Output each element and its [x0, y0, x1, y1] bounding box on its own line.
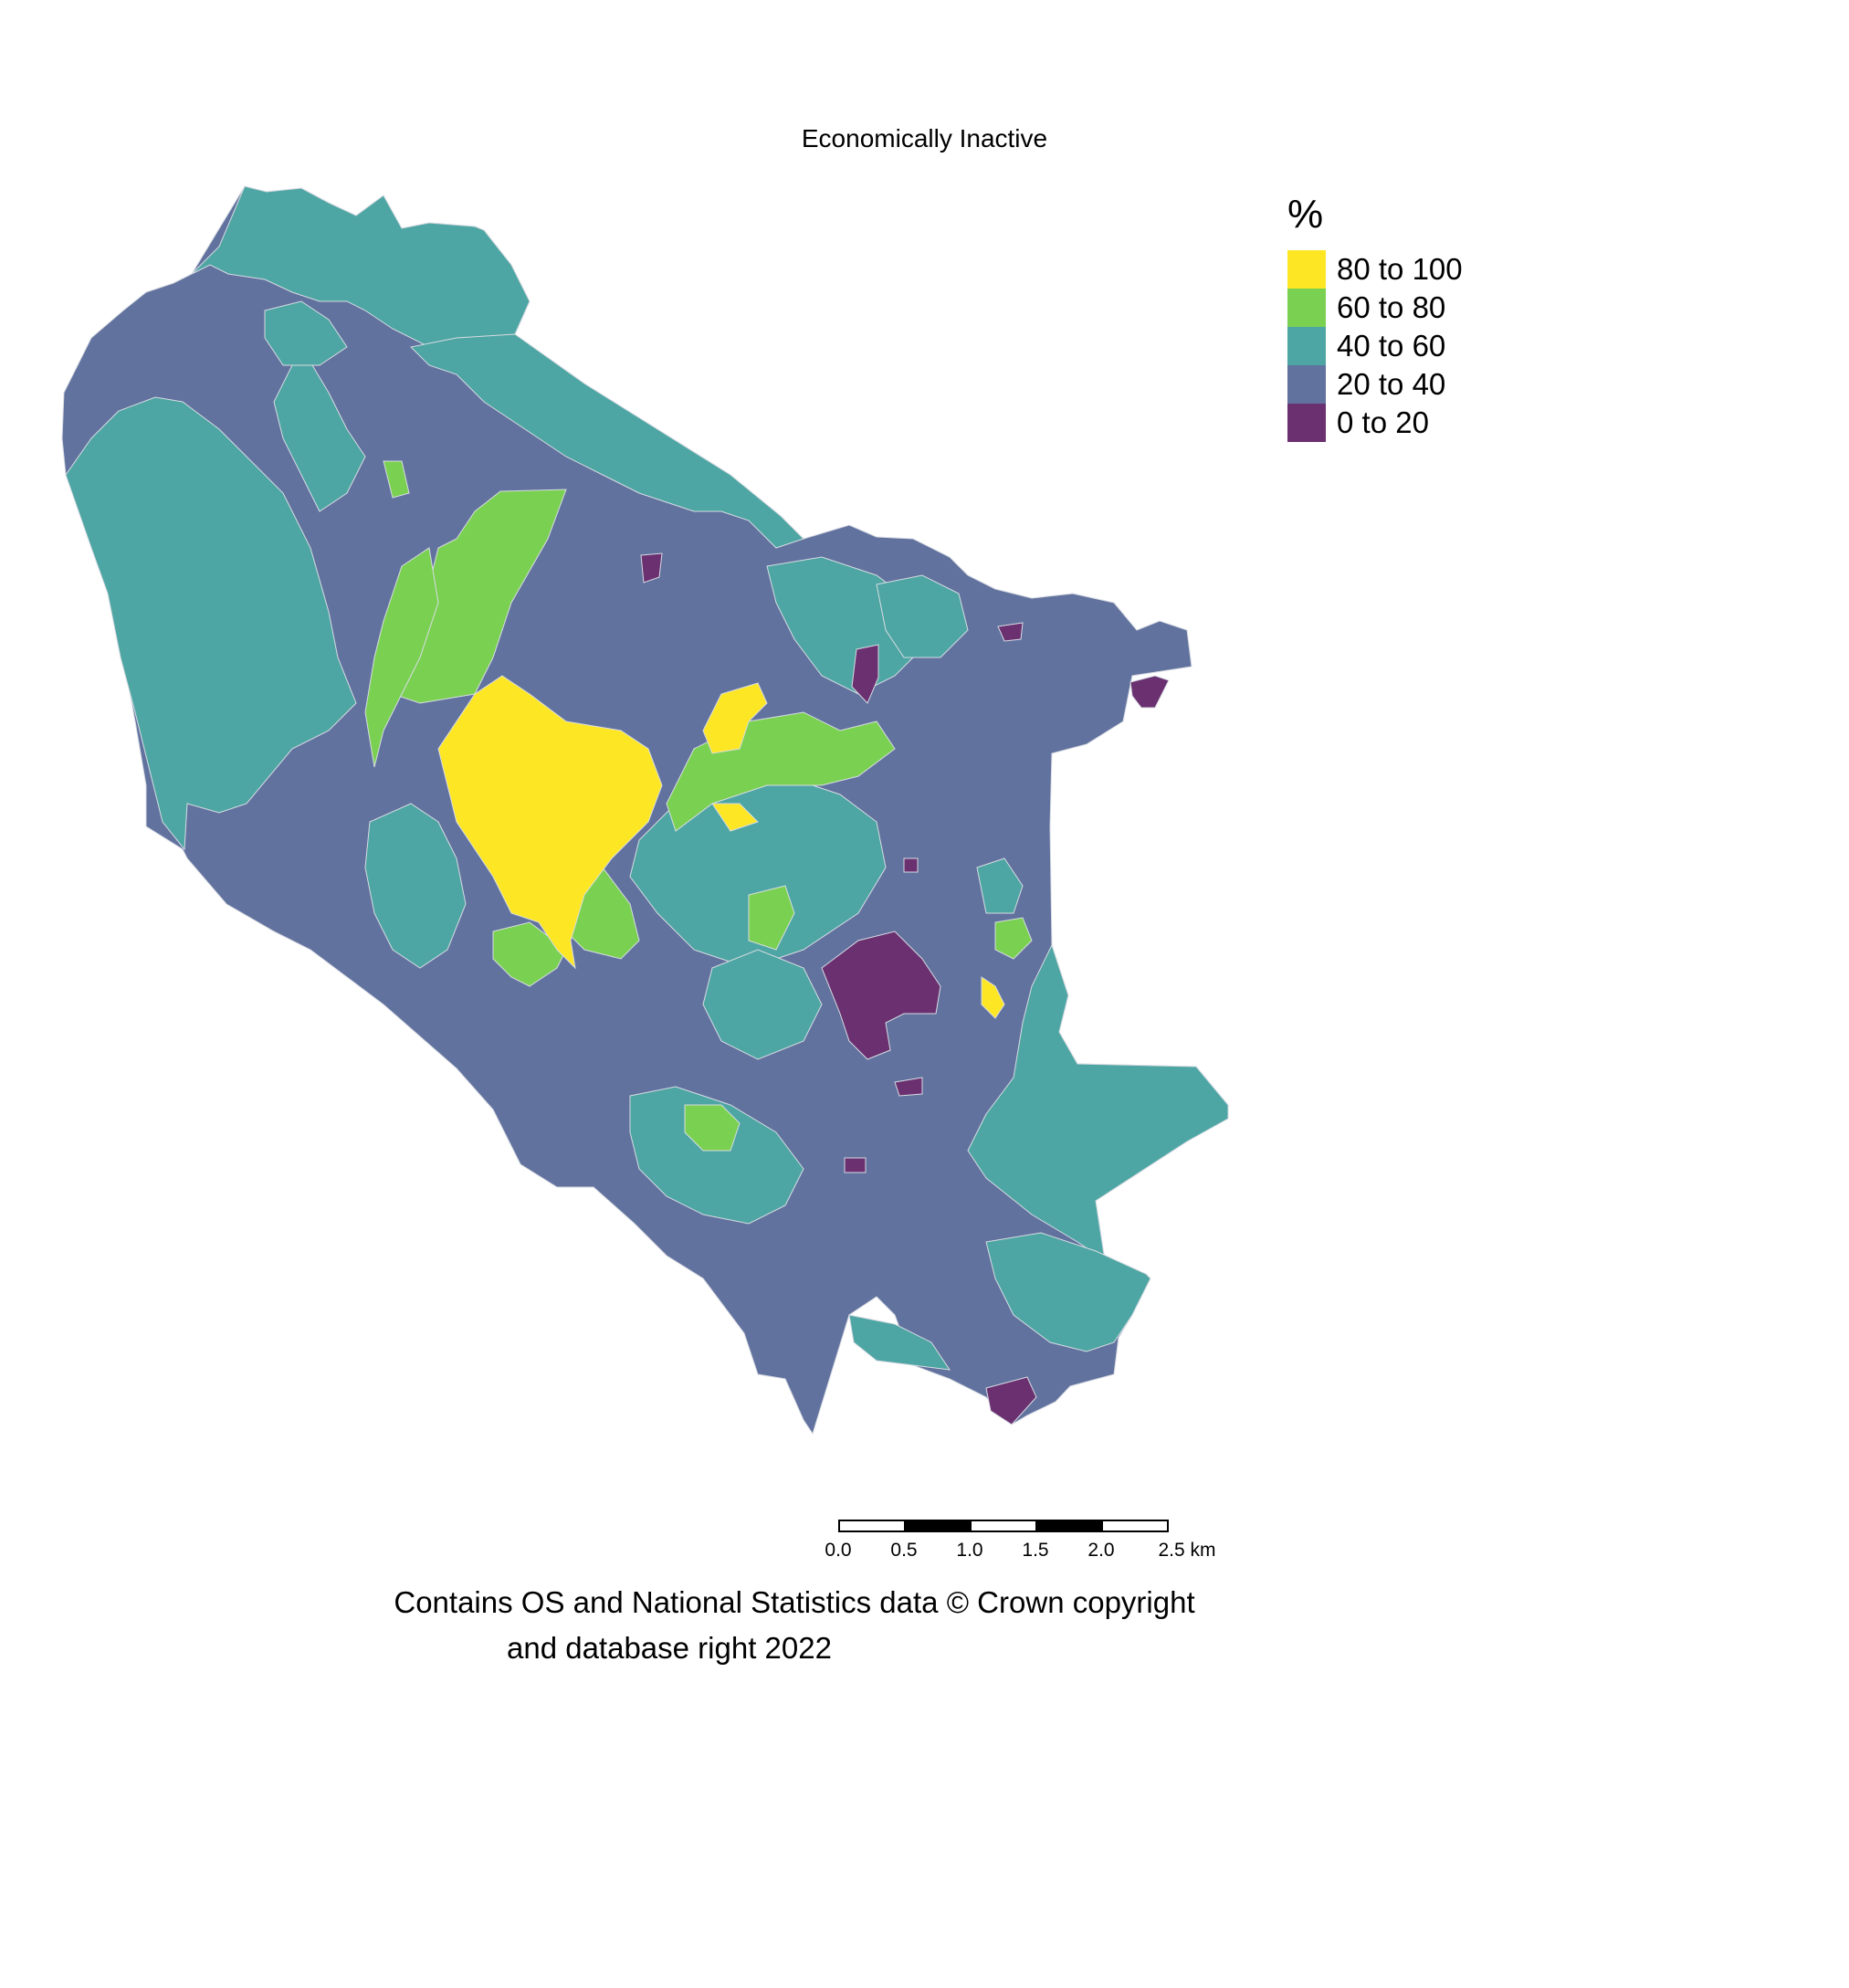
scale-segment — [1101, 1520, 1169, 1532]
area-east-mid — [876, 574, 969, 658]
scale-label: 2.0 — [1087, 1540, 1115, 1561]
area-dark-small-4 — [997, 622, 1024, 642]
legend-item: 80 to 100 — [1287, 250, 1463, 289]
scale-label: 0.5 — [890, 1540, 918, 1561]
legend-label: 80 to 100 — [1337, 252, 1463, 286]
legend-items: 80 to 100 60 to 80 40 to 60 20 to 40 0 to 20 — [1287, 250, 1463, 442]
map-legend: % 80 to 100 60 to 80 40 to 60 20 to 40 0 to … — [1287, 192, 1463, 442]
area-west-rural — [65, 396, 357, 851]
scale-label: 0.0 — [825, 1540, 852, 1561]
area-mid-green — [748, 885, 795, 951]
area-southeast-strip — [848, 1314, 951, 1371]
credit-text: Contains OS and National Statistics data… — [365, 1580, 1224, 1671]
legend-swatch — [1287, 250, 1326, 289]
legend-swatch — [1287, 327, 1326, 365]
area-east-yellow — [981, 976, 1005, 1019]
area-east-small — [976, 857, 1024, 914]
scale-segment — [904, 1520, 972, 1532]
area-central-northeast — [702, 682, 768, 754]
area-central-west-strip — [364, 547, 439, 768]
area-west-lower — [364, 803, 467, 969]
area-dark-small-5 — [894, 1077, 923, 1097]
legend-label: 60 to 80 — [1337, 290, 1446, 324]
scale-segment — [838, 1520, 906, 1532]
legend-label: 0 to 20 — [1337, 405, 1429, 439]
area-northeast-slope — [409, 333, 804, 549]
area-east-green — [994, 917, 1033, 960]
area-southeast-dark — [821, 931, 941, 1060]
scale-label: 1.5 — [1022, 1540, 1049, 1561]
area-dark-small-1 — [851, 644, 879, 704]
map-title: Economically Inactive — [801, 124, 1048, 153]
legend-swatch — [1287, 365, 1326, 404]
area-south-center — [629, 1086, 804, 1225]
legend-item: 60 to 80 — [1287, 289, 1463, 327]
legend-label: 40 to 60 — [1337, 329, 1446, 363]
area-south-green — [684, 1104, 741, 1152]
legend-swatch — [1287, 289, 1326, 327]
area-dark-small-6 — [985, 1376, 1037, 1425]
area-dark-small-8 — [844, 1157, 867, 1173]
scale-label: 2.5 km — [1158, 1540, 1216, 1561]
class-40-60-areas — [65, 185, 1229, 1371]
area-dark-small-7 — [903, 857, 919, 873]
scale-label: 1.0 — [956, 1540, 983, 1561]
scale-segment — [1035, 1520, 1103, 1532]
area-dark-small-3 — [1129, 675, 1170, 709]
area-center-north — [273, 345, 366, 512]
legend-label: 20 to 40 — [1337, 367, 1446, 401]
area-north-inner — [264, 300, 348, 366]
area-south-east — [985, 1232, 1151, 1352]
class-80-100-areas — [437, 675, 1005, 1019]
area-central-east-small — [711, 803, 759, 832]
credit-line-1: Contains OS and National Statistics data… — [394, 1585, 1195, 1619]
legend-item: 40 to 60 — [1287, 327, 1463, 365]
legend-swatch — [1287, 404, 1326, 442]
legend-item: 20 to 40 — [1287, 365, 1463, 404]
scale-bar: 0.0 0.5 1.0 1.5 2.0 2.5 km — [825, 1520, 1231, 1583]
area-center-mid — [702, 949, 823, 1060]
scale-segment — [970, 1520, 1037, 1532]
legend-title: % — [1287, 192, 1324, 237]
area-central-core — [437, 675, 663, 970]
area-southwest — [492, 921, 567, 987]
credit-line-2: and database right 2022 — [507, 1631, 832, 1665]
legend-item: 0 to 20 — [1287, 404, 1463, 442]
class-0-20-areas — [640, 552, 1170, 1425]
area-dark-small-2 — [640, 552, 663, 584]
area-north-green-small — [383, 460, 410, 499]
